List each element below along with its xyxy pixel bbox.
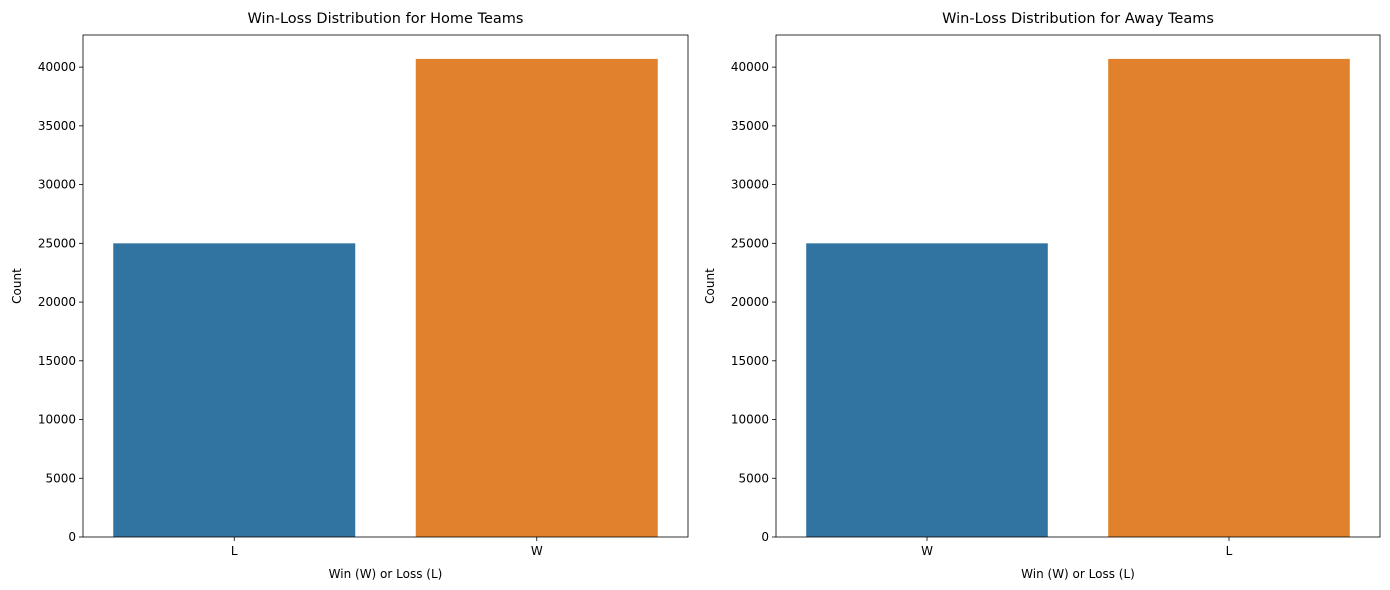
y-tick-label: 5000 [45, 471, 76, 485]
plot-frame [775, 34, 1381, 538]
bar-w [806, 243, 1048, 537]
y-tick-label: 30000 [38, 178, 76, 192]
chart-title: Win-Loss Distribution for Home Teams [248, 11, 524, 27]
y-tick-label: 25000 [731, 236, 769, 250]
y-tick-label: 35000 [38, 119, 76, 133]
y-axis-label: Count [10, 268, 24, 304]
y-tick-label: 0 [68, 530, 76, 544]
bar-l [1108, 58, 1350, 538]
bar-l [113, 243, 356, 537]
y-tick-label: 10000 [731, 413, 769, 427]
x-tick-label: W [531, 544, 543, 558]
x-tick-label: L [231, 544, 238, 558]
y-tick-label: 40000 [731, 60, 769, 74]
away-teams-chart: Win-Loss Distribution for Away Teams Win… [703, 11, 1381, 581]
y-tick-label: 30000 [731, 178, 769, 192]
y-axis-label: Count [703, 268, 717, 304]
home-teams-chart: Win-Loss Distribution for Home Teams Win… [10, 11, 689, 581]
chart-title: Win-Loss Distribution for Away Teams [942, 11, 1214, 27]
y-tick-label: 20000 [38, 295, 76, 309]
y-tick-label: 25000 [38, 236, 76, 250]
y-tick-label: 20000 [731, 295, 769, 309]
plot-frame [82, 34, 689, 538]
y-tick-label: 40000 [38, 60, 76, 74]
y-tick-label: 15000 [38, 354, 76, 368]
x-axis-label: Win (W) or Loss (L) [1021, 567, 1135, 581]
y-tick-label: 0 [761, 530, 769, 544]
x-tick-label: W [921, 544, 933, 558]
x-axis-label: Win (W) or Loss (L) [329, 567, 443, 581]
bar-w [415, 58, 658, 538]
x-tick-label: L [1226, 544, 1233, 558]
y-tick-label: 10000 [38, 413, 76, 427]
y-tick-label: 5000 [738, 471, 769, 485]
y-tick-label: 35000 [731, 119, 769, 133]
y-tick-label: 15000 [731, 354, 769, 368]
